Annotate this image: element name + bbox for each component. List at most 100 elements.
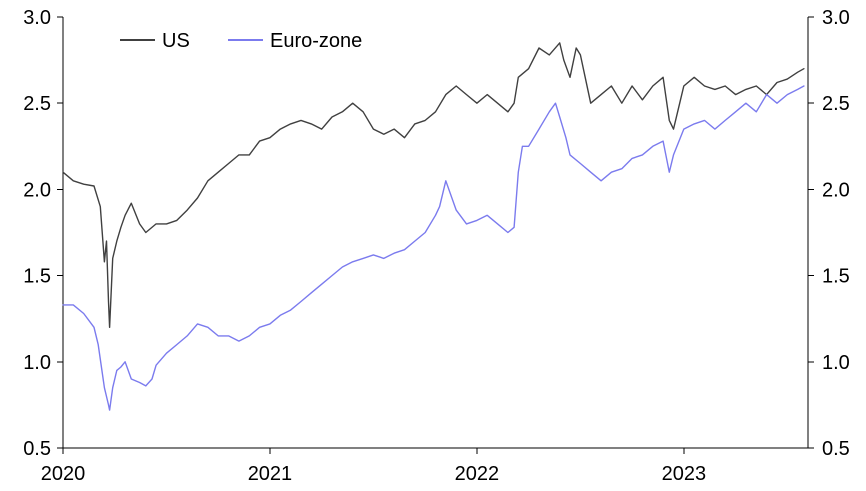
- data-point: [445, 94, 446, 95]
- data-point: [238, 154, 239, 155]
- data-point: [580, 163, 581, 164]
- y-tick-label-left: 2.5: [23, 93, 51, 115]
- y-tick-label-right: 3.0: [822, 7, 850, 29]
- data-point: [797, 72, 798, 73]
- data-point: [151, 378, 152, 379]
- series-line-us: [62, 42, 805, 328]
- y-tick-label-left: 1.0: [23, 352, 51, 374]
- data-point: [311, 292, 312, 293]
- data-point: [683, 85, 684, 86]
- y-tick-label-right: 2.5: [822, 93, 850, 115]
- x-tick-label: 2023: [662, 463, 707, 485]
- series-line-euro-zone: [62, 85, 805, 411]
- data-point: [725, 120, 726, 121]
- x-tick-label: 2022: [455, 463, 500, 485]
- data-point: [98, 344, 99, 345]
- data-point: [559, 116, 560, 117]
- data-point: [112, 258, 113, 259]
- data-point: [518, 77, 519, 78]
- data-point: [131, 378, 132, 379]
- data-point: [104, 387, 105, 388]
- data-point: [383, 134, 384, 135]
- data-point: [487, 215, 488, 216]
- data-point: [218, 335, 219, 336]
- data-point: [569, 154, 570, 155]
- data-point: [73, 180, 74, 181]
- data-point: [456, 85, 457, 86]
- data-point: [745, 89, 746, 90]
- data-point: [139, 223, 140, 224]
- data-point: [683, 129, 684, 130]
- data-point: [425, 232, 426, 233]
- data-point: [514, 227, 515, 228]
- data-point: [559, 42, 560, 43]
- data-point: [120, 366, 121, 367]
- data-point: [466, 94, 467, 95]
- data-point: [249, 154, 250, 155]
- data-point: [466, 223, 467, 224]
- data-point: [663, 77, 664, 78]
- data-point: [383, 258, 384, 259]
- data-point: [487, 94, 488, 95]
- data-point: [669, 120, 670, 121]
- data-point: [187, 210, 188, 211]
- data-point: [125, 215, 126, 216]
- data-point: [704, 120, 705, 121]
- data-point: [580, 54, 581, 55]
- data-point: [632, 85, 633, 86]
- data-point: [538, 47, 539, 48]
- data-point: [435, 215, 436, 216]
- data-point: [611, 172, 612, 173]
- data-point: [290, 310, 291, 311]
- data-point: [435, 111, 436, 112]
- data-point: [106, 241, 107, 242]
- data-point: [176, 220, 177, 221]
- data-point: [116, 370, 117, 371]
- data-point: [669, 172, 670, 173]
- data-point: [414, 123, 415, 124]
- data-point: [642, 99, 643, 100]
- data-point: [766, 94, 767, 95]
- axes: 0.5 0.5 1.0 1.0 1.5 1.5 2.0 2.0 2.5 2.5 3.0 3.0 2020…: [23, 7, 850, 485]
- data-point: [120, 227, 121, 228]
- data-point: [528, 68, 529, 69]
- data-point: [394, 129, 395, 130]
- data-point: [601, 94, 602, 95]
- data-point: [652, 85, 653, 86]
- data-point: [476, 103, 477, 104]
- data-point: [207, 327, 208, 328]
- data-point: [342, 266, 343, 267]
- data-point: [108, 404, 109, 405]
- plot-area: [62, 42, 805, 411]
- data-point: [456, 210, 457, 211]
- data-point: [632, 158, 633, 159]
- data-point: [569, 77, 570, 78]
- data-point: [590, 172, 591, 173]
- data-point: [611, 85, 612, 86]
- data-point: [445, 180, 446, 181]
- data-point: [549, 111, 550, 112]
- data-point: [116, 241, 117, 242]
- data-point: [621, 168, 622, 169]
- data-point: [555, 103, 556, 104]
- data-point: [652, 146, 653, 147]
- data-point: [704, 85, 705, 86]
- y-tick-label-left: 3.0: [23, 7, 51, 29]
- data-point: [331, 116, 332, 117]
- data-point: [642, 154, 643, 155]
- data-point: [528, 146, 529, 147]
- data-point: [563, 60, 564, 61]
- x-tick-label: 2020: [41, 463, 86, 485]
- data-point: [228, 335, 229, 336]
- data-point: [280, 129, 281, 130]
- legend-label-euro-zone: Euro-zone: [270, 30, 362, 52]
- data-point: [145, 232, 146, 233]
- data-point: [522, 146, 523, 147]
- data-point: [166, 223, 167, 224]
- y-tick-label-left: 1.5: [23, 266, 51, 288]
- data-point: [476, 220, 477, 221]
- y-tick-label-right: 1.0: [822, 352, 850, 374]
- data-point: [62, 304, 63, 305]
- data-point: [756, 111, 757, 112]
